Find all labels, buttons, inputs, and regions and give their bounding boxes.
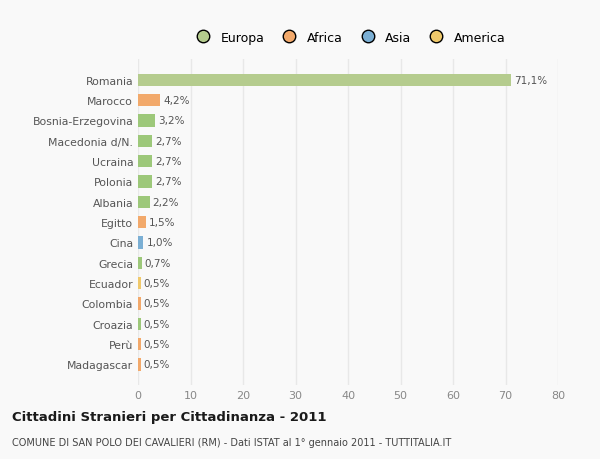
Text: 0,5%: 0,5% xyxy=(144,319,170,329)
Legend: Europa, Africa, Asia, America: Europa, Africa, Asia, America xyxy=(185,27,511,50)
Text: 2,7%: 2,7% xyxy=(155,136,182,146)
Text: 1,5%: 1,5% xyxy=(149,218,176,228)
Text: 71,1%: 71,1% xyxy=(514,76,548,85)
Bar xyxy=(138,95,160,107)
Bar xyxy=(138,318,140,330)
Bar xyxy=(138,277,140,290)
Bar xyxy=(138,196,149,208)
Bar xyxy=(138,135,152,147)
Bar xyxy=(138,358,140,371)
Text: 4,2%: 4,2% xyxy=(163,96,190,106)
Bar xyxy=(138,298,140,310)
Text: 1,0%: 1,0% xyxy=(146,238,173,248)
Text: 0,5%: 0,5% xyxy=(144,279,170,288)
Text: Cittadini Stranieri per Cittadinanza - 2011: Cittadini Stranieri per Cittadinanza - 2… xyxy=(12,410,326,423)
Bar xyxy=(138,176,152,188)
Text: 3,2%: 3,2% xyxy=(158,116,184,126)
Bar xyxy=(138,74,511,87)
Text: 0,5%: 0,5% xyxy=(144,360,170,369)
Bar xyxy=(138,115,155,127)
Text: COMUNE DI SAN POLO DEI CAVALIERI (RM) - Dati ISTAT al 1° gennaio 2011 - TUTTITAL: COMUNE DI SAN POLO DEI CAVALIERI (RM) - … xyxy=(12,437,451,447)
Text: 0,5%: 0,5% xyxy=(144,299,170,309)
Text: 2,7%: 2,7% xyxy=(155,177,182,187)
Text: 0,5%: 0,5% xyxy=(144,339,170,349)
Bar xyxy=(138,338,140,351)
Bar xyxy=(138,237,143,249)
Bar xyxy=(138,217,146,229)
Bar xyxy=(138,156,152,168)
Bar xyxy=(138,257,142,269)
Text: 2,7%: 2,7% xyxy=(155,157,182,167)
Text: 2,2%: 2,2% xyxy=(152,197,179,207)
Text: 0,7%: 0,7% xyxy=(145,258,171,268)
